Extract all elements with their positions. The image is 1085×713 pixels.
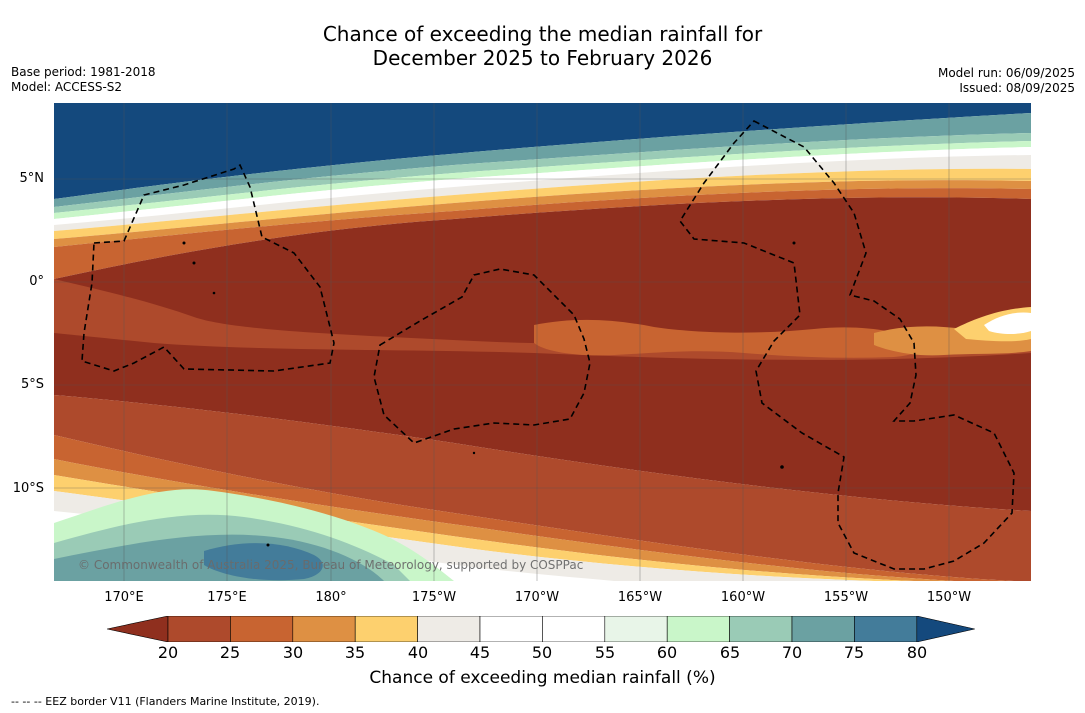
north-band-30-35	[54, 180, 1031, 247]
map-svg	[54, 103, 1031, 581]
colorbar-cell	[666, 616, 730, 642]
graticule	[54, 103, 1031, 581]
colorbar-cell	[542, 616, 606, 642]
issued-date: Issued: 08/09/2025	[959, 81, 1075, 95]
lon-label-165w: 165°W	[617, 590, 663, 605]
eez-borders	[81, 120, 1015, 570]
north-band-white	[54, 147, 1031, 225]
tick-70: 70	[781, 643, 803, 662]
islands	[182, 241, 796, 547]
lon-label-160w: 160°W	[720, 590, 766, 605]
north-band-40-45	[54, 155, 1031, 231]
colorbar-arrow-low	[107, 616, 169, 642]
colorbar-cell	[854, 616, 918, 642]
colorbar-cell	[354, 616, 418, 642]
lon-label-155w: 155°W	[823, 590, 869, 605]
lon-label-180: 180°	[315, 590, 347, 605]
north-band-35-40	[54, 168, 1031, 239]
core-20-25	[54, 279, 1031, 360]
south-band-40-45	[54, 491, 874, 581]
eez-footnote: -- -- -- EEZ border V11 (Flanders Marine…	[11, 695, 320, 708]
tick-25: 25	[219, 643, 241, 662]
lon-label-170e: 170°E	[104, 590, 144, 605]
title-line-2: December 2025 to February 2026	[372, 46, 713, 70]
island	[472, 451, 476, 455]
tick-20: 20	[157, 643, 179, 662]
island	[192, 261, 196, 265]
lat-label-5s: 5°S	[20, 377, 44, 392]
tick-55: 55	[594, 643, 616, 662]
colorbar-cell	[729, 616, 793, 642]
lat-label-5n: 5°N	[19, 171, 45, 186]
eez-line-islands	[679, 120, 1015, 570]
lon-label-170w: 170°W	[514, 590, 560, 605]
tick-80: 80	[906, 643, 928, 662]
colorbar-cell	[230, 616, 294, 642]
eez-kiribati-west	[81, 163, 335, 372]
tick-75: 75	[843, 643, 865, 662]
base-period: Base period: 1981-2018	[11, 65, 156, 79]
north-band-gt80	[54, 103, 1031, 199]
north-band-60-65	[54, 141, 1031, 219]
colorbar-cell	[479, 616, 543, 642]
north-band-25-30	[54, 188, 1031, 279]
colorbar-cell	[167, 616, 231, 642]
title-line-1: Chance of exceeding the median rainfall …	[322, 22, 763, 46]
sw-75-80	[204, 543, 323, 581]
rainfall-map	[54, 103, 1031, 581]
colorbar-cell	[292, 616, 356, 642]
eez-central	[373, 268, 591, 444]
lon-label-175w: 175°W	[411, 590, 457, 605]
tick-30: 30	[282, 643, 304, 662]
lat-label-10s: 10°S	[12, 481, 44, 496]
lon-label-175e: 175°E	[207, 590, 247, 605]
core-lt20	[54, 197, 1031, 511]
lon-label-150w: 150°W	[926, 590, 972, 605]
north-band-65-70	[54, 133, 1031, 213]
island	[792, 241, 796, 245]
core-white-patch	[984, 312, 1031, 334]
model-name: Model: ACCESS-S2	[11, 80, 123, 94]
island	[212, 291, 216, 295]
tick-40: 40	[407, 643, 429, 662]
colorbar-arrow-high	[916, 616, 975, 642]
colorbar-label: Chance of exceeding median rainfall (%)	[369, 668, 716, 688]
island	[266, 543, 270, 547]
island	[182, 241, 186, 245]
tick-60: 60	[656, 643, 678, 662]
colorbar-cell	[604, 616, 668, 642]
colorbar-cell	[417, 616, 481, 642]
core-25-30-patch	[534, 319, 925, 358]
colorbar-cells	[107, 616, 975, 642]
north-band-70-75	[54, 113, 1031, 207]
meta-right: Model run: 06/09/2025 Issued: 08/09/2025	[938, 66, 1075, 96]
copyright-notice: © Commonwealth of Australia 2025, Bureau…	[78, 558, 584, 572]
lat-label-0: 0°	[29, 274, 44, 289]
map-title: Chance of exceeding the median rainfall …	[0, 22, 1085, 70]
tick-50: 50	[531, 643, 553, 662]
tick-45: 45	[469, 643, 491, 662]
colorbar-cell	[791, 616, 855, 642]
tick-35: 35	[344, 643, 366, 662]
island	[780, 465, 784, 469]
meta-left: Base period: 1981-2018 Model: ACCESS-S2	[11, 65, 156, 95]
model-run: Model run: 06/09/2025	[937, 66, 1075, 80]
colorbar	[107, 616, 975, 642]
tick-65: 65	[719, 643, 741, 662]
